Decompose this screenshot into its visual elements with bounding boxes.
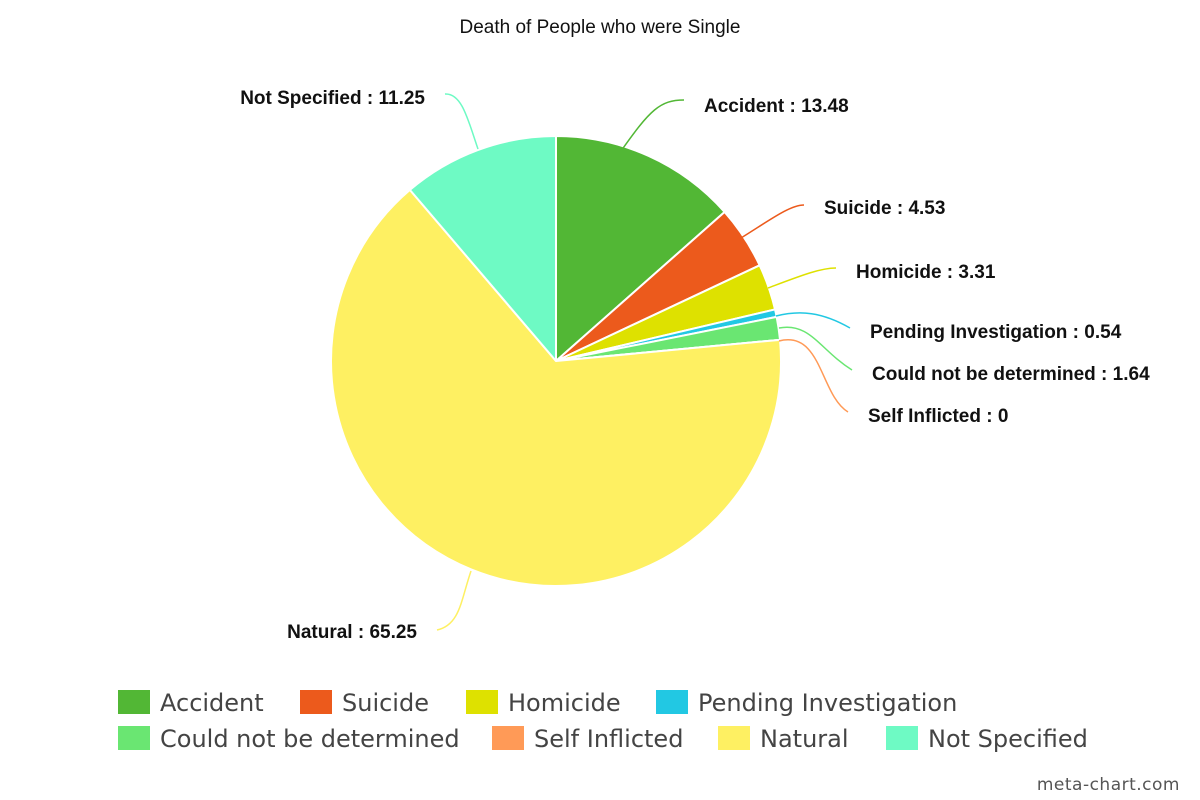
legend-item-self-inflicted: Self Inflicted [492,725,683,753]
data-label-pending-investigation: Pending Investigation : 0.54 [870,322,1122,343]
legend-swatch [492,726,524,750]
pie-slice-natural [330,188,782,587]
data-label-could-not-be-determined: Could not be determined : 1.64 [872,364,1150,385]
data-label-suicide: Suicide : 4.53 [824,198,945,219]
legend-label: Pending Investigation [698,689,957,717]
pie-slice-not-specified [408,135,557,362]
legend: Accident Suicide Homicide Pending Investiga… [118,689,1088,753]
legend-label: Not Specified [928,725,1088,753]
leader-lines [436,93,853,631]
data-label-natural: Natural : 65.25 [287,622,417,643]
leader-line-natural [436,570,472,631]
leader-line-self-inflicted [778,339,849,413]
legend-swatch [118,726,150,750]
legend-swatch [466,690,498,714]
legend-item-not-specified: Not Specified [886,725,1088,753]
legend-item-suicide: Suicide [300,689,429,717]
leader-line-could-not-be-determined [778,326,853,371]
legend-item-pending-investigation: Pending Investigation [656,689,957,717]
pie-slices [330,135,782,587]
legend-label: Natural [760,725,849,753]
legend-swatch [656,690,688,714]
legend-label: Self Inflicted [534,725,683,753]
legend-label: Could not be determined [160,725,460,753]
data-labels: Accident : 13.48 Suicide : 4.53 Homicide :… [240,88,1150,643]
data-label-not-specified: Not Specified : 11.25 [240,88,425,109]
leader-line-pending-investigation [775,312,851,329]
pie-slice-accident [555,135,726,362]
legend-swatch [118,690,150,714]
legend-item-could-not-be-determined: Could not be determined [118,725,460,753]
legend-item-accident: Accident [118,689,264,717]
legend-label: Accident [160,689,264,717]
legend-item-natural: Natural [718,725,849,753]
legend-swatch [718,726,750,750]
leader-line-not-specified [444,93,479,150]
data-label-accident: Accident : 13.48 [704,96,849,117]
legend-label: Suicide [342,689,429,717]
legend-item-homicide: Homicide [466,689,621,717]
chart-title: Death of People who were Single [460,17,741,38]
legend-swatch [300,690,332,714]
data-label-homicide: Homicide : 3.31 [856,262,996,283]
legend-label: Homicide [508,689,621,717]
credit-text: meta-chart.com [1037,775,1180,795]
leader-line-homicide [767,267,837,289]
leader-line-accident [620,99,685,152]
leader-line-suicide [740,204,805,239]
legend-swatch [886,726,918,750]
data-label-self-inflicted: Self Inflicted : 0 [868,406,1008,427]
